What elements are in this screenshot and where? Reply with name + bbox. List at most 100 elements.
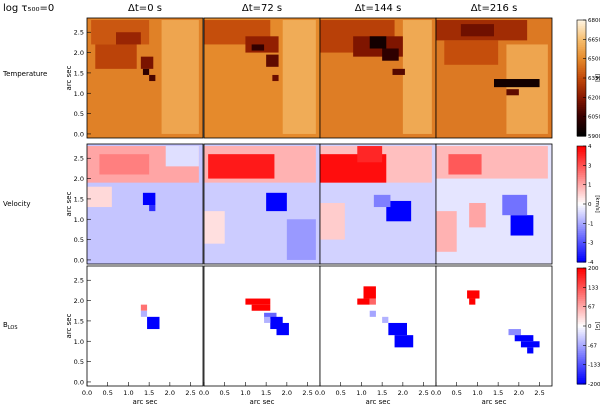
x-tick-label: 2.5	[302, 389, 312, 397]
colorbar-swatch	[577, 372, 586, 375]
x-tick-label: 1.5	[493, 389, 503, 397]
map-cell	[99, 154, 150, 175]
y-axis-label: arc sec	[65, 191, 73, 216]
colorbar-swatch	[577, 312, 586, 315]
colorbar-swatch	[577, 37, 586, 40]
map-cell	[363, 286, 376, 299]
colorbar-swatch	[577, 43, 586, 46]
time-label-4: Δt=216 s	[471, 3, 518, 14]
colorbar-swatch	[577, 341, 586, 344]
colorbar-swatch	[577, 60, 586, 64]
colorbar-swatch	[577, 327, 586, 331]
panel-background	[87, 266, 203, 386]
colorbar-swatch	[577, 219, 586, 222]
colorbar-swatch	[577, 308, 586, 312]
colorbar-tick-label: 6200	[588, 95, 600, 101]
colorbar-swatch	[577, 89, 586, 93]
colorbar-swatch	[577, 31, 586, 35]
colorbar-swatch	[577, 108, 586, 112]
y-tick-label: 1.0	[74, 216, 84, 224]
map-cell	[142, 192, 156, 206]
map-cell	[392, 68, 405, 75]
colorbar-swatch	[577, 277, 586, 281]
colorbar-swatch	[577, 240, 586, 244]
colorbar-swatch	[577, 291, 586, 294]
colorbar-swatch	[577, 52, 586, 56]
map-cell	[87, 186, 112, 208]
colorbar-swatch	[577, 39, 586, 42]
colorbar-swatch	[577, 300, 586, 304]
map-cell	[208, 154, 275, 179]
x-tick-label: 2.5	[185, 389, 195, 397]
map-cell	[149, 74, 156, 82]
x-tick-label: 1.0	[472, 389, 482, 397]
colorbar-swatch	[577, 132, 586, 135]
y-tick-label: 0.5	[74, 358, 84, 366]
panel-temperature-1: 0.0 0.5 1.0 1.5 2.0 2.5 arc sec	[65, 17, 204, 138]
colorbar-swatch	[577, 165, 586, 168]
panel-b-los-1: 0.0 0.5 1.0 1.5 2.0 2.5 arc sec 0.0 0.5 1.0 1.5 2.0…	[65, 265, 204, 406]
colorbar-swatch	[577, 217, 586, 221]
panel-velocity-2	[203, 143, 321, 265]
colorbar-swatch	[577, 322, 586, 325]
colorbar-swatch	[577, 233, 586, 236]
panel-background	[204, 266, 320, 386]
colorbar-swatch	[577, 289, 586, 292]
colorbar-swatch	[577, 161, 586, 164]
colorbar-swatch	[577, 376, 586, 379]
colorbar-swatch	[577, 149, 586, 153]
map-cell	[448, 154, 482, 175]
panel-frame	[86, 143, 204, 265]
map-cell	[116, 32, 141, 45]
x-tick-label: 1.0	[356, 389, 366, 397]
panel-frame	[435, 265, 553, 387]
colorbar-unit: [G]	[594, 322, 600, 331]
y-tick-label: 1.5	[74, 317, 84, 325]
colorbar-swatch	[577, 351, 586, 354]
colorbar-swatch	[577, 355, 586, 358]
colorbar-swatch	[577, 302, 586, 306]
colorbar-swatch	[577, 192, 586, 195]
colorbar-swatch	[577, 252, 586, 255]
colorbar-swatch	[577, 175, 586, 178]
x-tick-label: 0.5	[336, 389, 346, 397]
colorbar-swatch	[577, 324, 586, 327]
colorbar-tick-label: -3	[588, 241, 594, 247]
colorbar-swatch	[577, 343, 586, 346]
x-tick-label: 1.5	[144, 389, 154, 397]
colorbar-swatch	[577, 380, 586, 383]
panel-frame	[435, 143, 553, 265]
x-tick-label: 1.0	[240, 389, 250, 397]
colorbar-swatch	[577, 250, 586, 253]
colorbar-b-los: 200 133 67 0 -67 -133 -200 [G]	[576, 266, 600, 388]
colorbar-swatch	[577, 126, 586, 129]
colorbar-swatch	[577, 335, 586, 339]
colorbar-swatch	[577, 353, 586, 356]
map-cell	[357, 146, 383, 163]
x-tick-label: 0.0	[431, 389, 441, 397]
map-cell	[506, 89, 519, 96]
map-cell	[276, 322, 289, 336]
colorbar-swatch	[577, 194, 586, 197]
colorbar-swatch	[577, 184, 586, 188]
map-cell	[95, 44, 137, 69]
colorbar-swatch	[577, 349, 586, 352]
colorbar-swatch	[577, 231, 586, 234]
colorbar-swatch	[577, 186, 586, 190]
colorbar-swatch	[577, 103, 586, 106]
colorbar-tick-label: 133	[588, 285, 599, 291]
colorbar-swatch	[577, 297, 586, 300]
colorbar-swatch	[577, 362, 586, 366]
colorbar-swatch	[577, 215, 586, 219]
map-cell	[320, 202, 345, 240]
colorbar-swatch	[577, 107, 586, 110]
colorbar-tick-label: 6050	[588, 115, 600, 121]
x-tick-label: 1.5	[261, 389, 271, 397]
colorbar-swatch	[577, 358, 586, 362]
colorbar-swatch	[577, 56, 586, 60]
colorbar-tick-label: 4	[588, 144, 592, 150]
colorbar-swatch	[577, 254, 586, 257]
colorbar-swatch	[577, 236, 586, 240]
colorbar-swatch	[577, 66, 586, 69]
